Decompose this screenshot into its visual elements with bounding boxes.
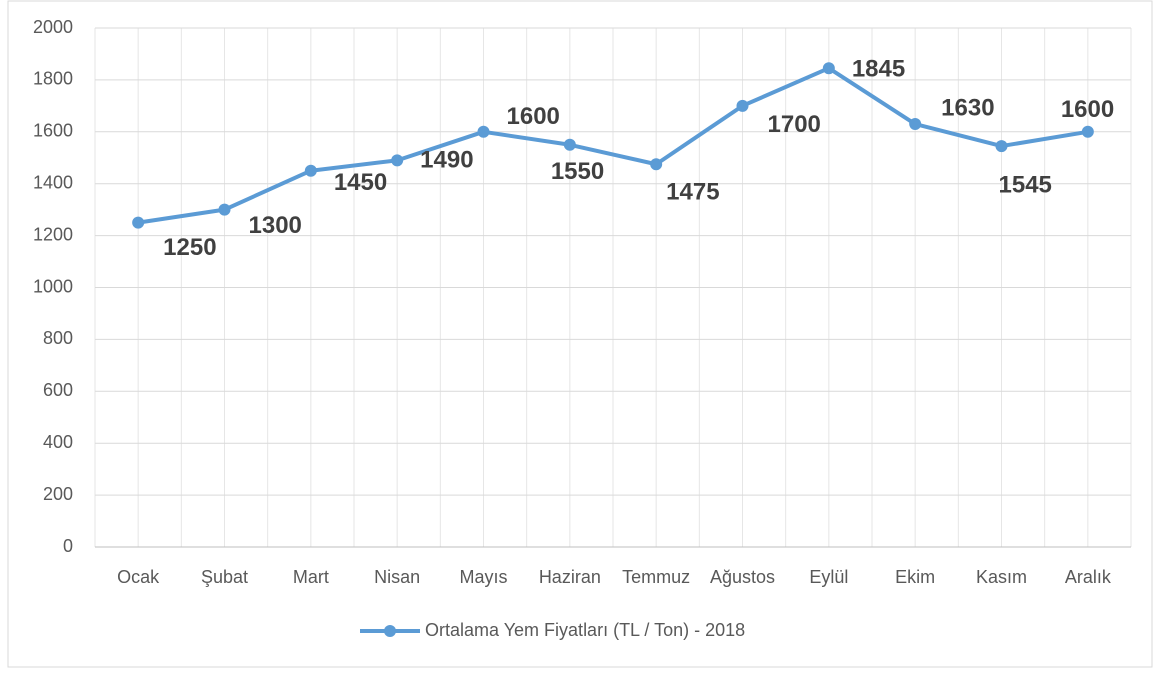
y-tick-label: 1000 [33, 276, 73, 296]
data-label: 1550 [551, 158, 604, 185]
marker [650, 158, 663, 171]
data-label: 1475 [666, 179, 719, 206]
y-tick-label: 0 [63, 536, 73, 556]
data-label: 1600 [1061, 96, 1114, 123]
y-tick-label: 600 [43, 380, 73, 400]
y-tick-label: 1800 [33, 69, 73, 89]
x-tick-label: Aralık [1065, 567, 1112, 587]
marker [218, 203, 231, 216]
x-tick-label: Mayıs [459, 567, 507, 587]
x-tick-label: Temmuz [622, 567, 690, 587]
data-label: 1450 [334, 169, 387, 196]
marker [132, 216, 145, 229]
marker [1081, 125, 1094, 138]
data-label: 1700 [768, 111, 821, 138]
legend-label: Ortalama Yem Fiyatları (TL / Ton) - 2018 [425, 620, 745, 640]
marker [563, 138, 576, 151]
data-label: 1630 [941, 94, 994, 121]
marker [736, 99, 749, 112]
x-tick-label: Kasım [976, 567, 1027, 587]
x-tick-label: Ocak [117, 567, 160, 587]
x-tick-label: Şubat [201, 567, 248, 587]
x-tick-label: Haziran [539, 567, 601, 587]
x-tick-label: Nisan [374, 567, 420, 587]
data-label: 1845 [852, 56, 905, 83]
data-label: 1600 [507, 103, 560, 130]
x-tick-label: Eylül [809, 567, 848, 587]
y-tick-label: 400 [43, 432, 73, 452]
marker [477, 125, 490, 138]
y-tick-label: 800 [43, 328, 73, 348]
y-tick-label: 200 [43, 484, 73, 504]
data-label: 1545 [999, 171, 1052, 198]
y-tick-label: 1600 [33, 121, 73, 141]
line [137, 66, 1089, 225]
x-tick-label: Ağustos [710, 567, 775, 587]
y-tick-label: 2000 [33, 17, 73, 37]
marker [822, 62, 835, 75]
data-label: 1300 [249, 212, 302, 239]
y-tick-label: 1400 [33, 172, 73, 192]
x-tick-label: Mart [293, 567, 329, 587]
legend-marker [384, 625, 396, 637]
y-tick-label: 1200 [33, 224, 73, 244]
marker [909, 118, 922, 131]
data-label: 1250 [163, 234, 216, 261]
marker [391, 154, 404, 167]
data-label: 1490 [420, 147, 473, 174]
marker [304, 164, 317, 177]
chart-border [7, 0, 1153, 668]
marker [995, 140, 1008, 153]
x-tick-label: Ekim [895, 567, 935, 587]
